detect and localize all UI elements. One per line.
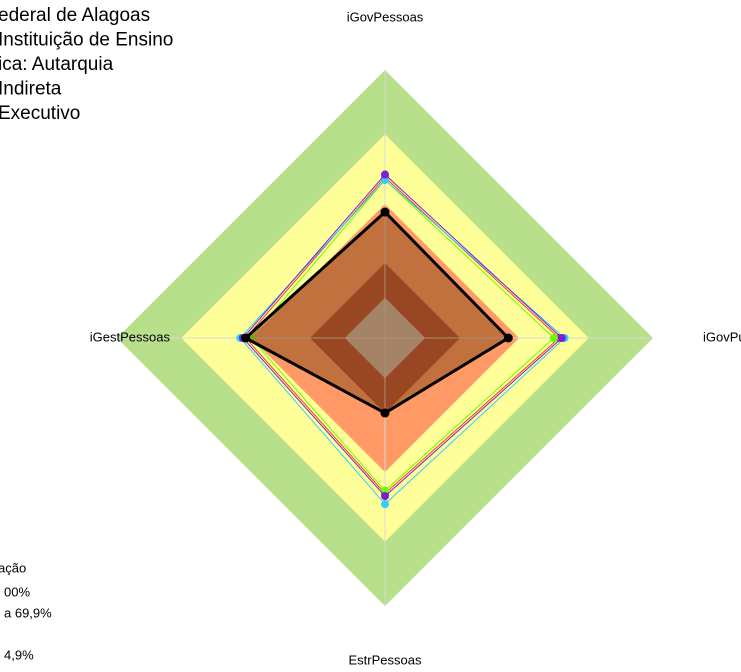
axis-label: EstrPessoas <box>349 652 422 667</box>
legend-line: 4,9% <box>4 647 34 662</box>
legend-line: a 69,9% <box>4 605 52 620</box>
title-line: ederal de Alagoas <box>0 5 150 26</box>
axis-label: iGestPessoas <box>90 329 171 344</box>
title-line: ica: Autarquia <box>0 54 114 75</box>
series-point <box>381 500 389 509</box>
axis-label: iGovPessoas <box>347 9 424 24</box>
series-point <box>503 333 513 343</box>
series-point <box>381 170 389 179</box>
series-point <box>380 207 390 217</box>
series-point <box>380 408 390 418</box>
legend-line: ação <box>0 560 26 575</box>
series-point <box>381 492 389 501</box>
series-point <box>241 333 251 343</box>
title-line: Indireta <box>0 79 62 100</box>
series-point <box>549 334 558 342</box>
legend-line: 00% <box>4 584 30 599</box>
title-line: Instituição de Ensino <box>0 30 173 51</box>
axis-label: iGovPub <box>703 329 741 344</box>
series-point <box>557 334 566 342</box>
title-line: Executivo <box>0 103 80 124</box>
